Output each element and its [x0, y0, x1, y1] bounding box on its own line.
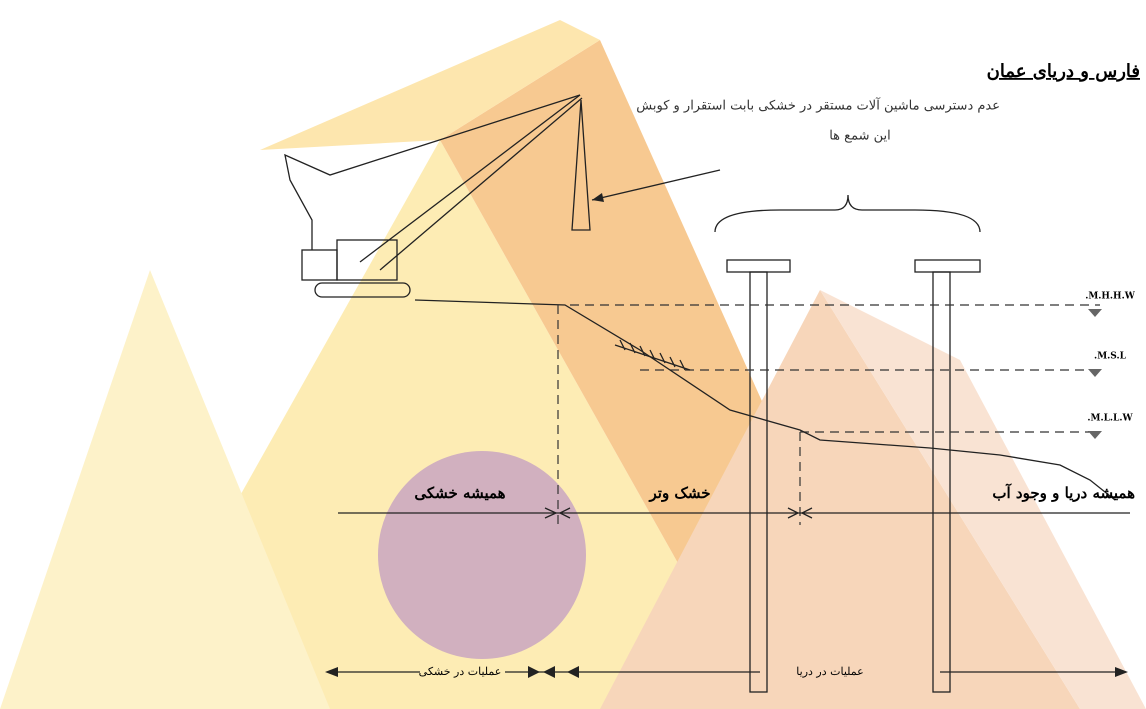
level-symbol: [1088, 369, 1102, 377]
arrow-head: [325, 667, 338, 677]
level-label: M.L.L.W.: [1087, 414, 1133, 424]
zone-label: خشک وتر: [649, 484, 711, 502]
level-symbol: [1088, 431, 1102, 439]
crane: [284, 94, 583, 298]
brace: [714, 194, 981, 233]
arrow-head: [567, 666, 579, 678]
zone-label: همیشه خشکی: [414, 484, 505, 502]
note: عدم دسترسی ماشین آلات مستقر در خشکی بابت…: [636, 97, 1000, 114]
level-label: M.S.L.: [1094, 352, 1127, 362]
arrow: [591, 169, 721, 201]
op-label: عملیات در دریا: [796, 665, 863, 678]
hatch: [614, 339, 691, 371]
zone-arrows: [544, 507, 813, 519]
note: این شمع ها: [829, 129, 891, 144]
ground-profile: [414, 299, 1116, 501]
arrow-head: [543, 666, 555, 678]
op-label: عملیات در خشکی: [419, 665, 502, 678]
arrow-head: [1115, 667, 1128, 677]
heading: فارس و دریای عمان: [987, 61, 1140, 82]
level-label: M.H.H.W.: [1085, 292, 1136, 302]
zone-label: همیشه دریا و وجود آب: [992, 483, 1135, 502]
pile-hanging: [571, 99, 591, 231]
arrow-head: [528, 666, 540, 678]
level-symbol: [1088, 309, 1102, 317]
watermark: [0, 20, 1146, 709]
piles: [726, 259, 981, 693]
arrow-head: [592, 193, 604, 202]
